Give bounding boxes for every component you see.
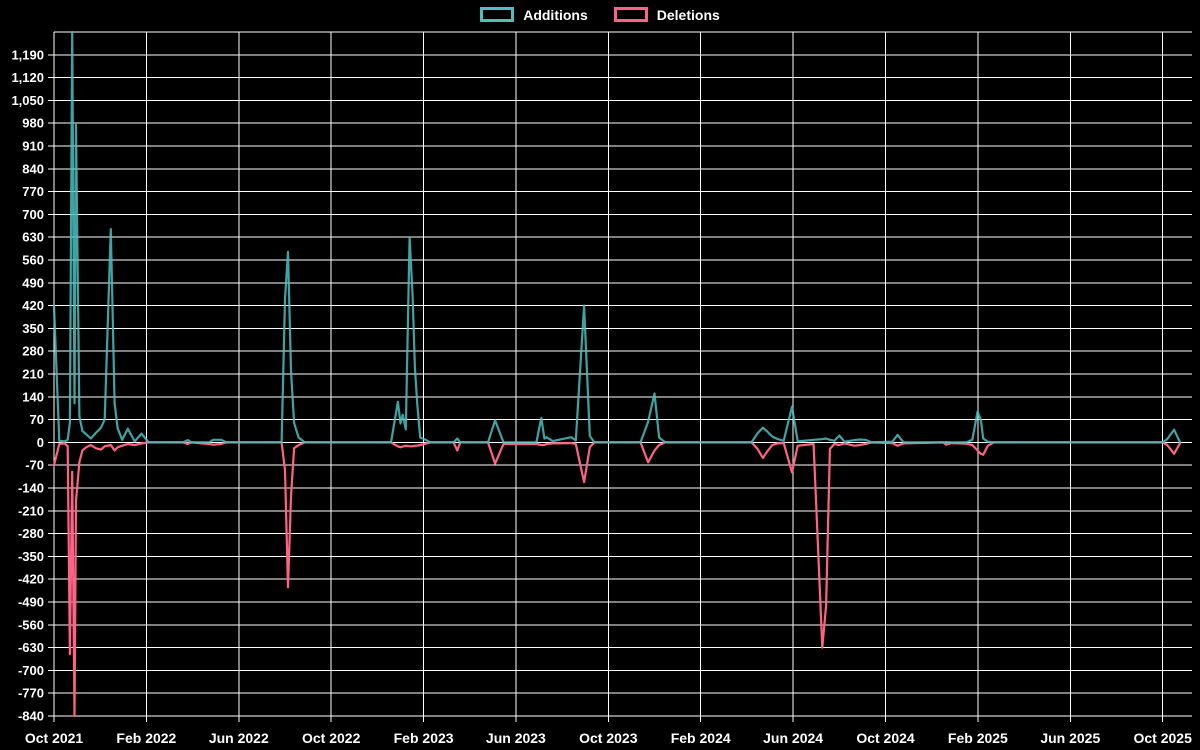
svg-text:-700: -700 [18, 663, 44, 678]
additions-swatch [480, 7, 515, 22]
svg-text:Jun 2024: Jun 2024 [763, 730, 823, 746]
svg-text:-420: -420 [18, 572, 44, 587]
svg-text:Oct 2021: Oct 2021 [25, 730, 84, 746]
svg-text:Feb 2023: Feb 2023 [394, 730, 454, 746]
svg-text:1,050: 1,050 [11, 93, 44, 108]
svg-text:-770: -770 [18, 686, 44, 701]
svg-text:840: 840 [22, 161, 44, 176]
svg-text:420: 420 [22, 298, 44, 313]
svg-text:Feb 2024: Feb 2024 [671, 730, 731, 746]
additions-line [52, 30, 1182, 444]
legend-item-additions[interactable]: Additions [480, 7, 588, 22]
svg-text:910: 910 [22, 139, 44, 154]
deletions-line [52, 441, 1182, 718]
svg-text:-210: -210 [18, 503, 44, 518]
deletions-legend-label: Deletions [656, 6, 720, 23]
svg-text:210: 210 [22, 367, 44, 382]
svg-text:-840: -840 [18, 709, 44, 724]
svg-text:350: 350 [22, 321, 44, 336]
svg-text:Jun 2025: Jun 2025 [1040, 730, 1100, 746]
svg-text:-490: -490 [18, 595, 44, 610]
svg-text:Oct 2022: Oct 2022 [302, 730, 361, 746]
deletions-swatch [613, 7, 648, 22]
grid-lines [48, 31, 1192, 722]
svg-text:Feb 2025: Feb 2025 [948, 730, 1008, 746]
svg-text:-630: -630 [18, 640, 44, 655]
chart-legend: Additions Deletions [0, 7, 1200, 22]
svg-text:1,190: 1,190 [11, 47, 44, 62]
svg-text:Oct 2024: Oct 2024 [856, 730, 915, 746]
svg-text:Feb 2022: Feb 2022 [116, 730, 176, 746]
svg-text:-560: -560 [18, 617, 44, 632]
legend-item-deletions[interactable]: Deletions [613, 6, 720, 23]
x-axis-labels: Oct 2021 Feb 2022 Jun 2022 Oct 2022 Feb 2023… [25, 730, 1192, 746]
svg-text:490: 490 [22, 275, 44, 290]
svg-text:Oct 2025: Oct 2025 [1134, 730, 1193, 746]
svg-text:-280: -280 [18, 526, 44, 541]
svg-text:700: 700 [22, 207, 44, 222]
svg-text:70: 70 [30, 412, 44, 427]
svg-text:560: 560 [22, 253, 44, 268]
y-axis-labels: 1,1901,1201,0509809108407707006305604904… [11, 47, 44, 723]
svg-text:Oct 2023: Oct 2023 [579, 730, 638, 746]
svg-text:-350: -350 [18, 549, 44, 564]
svg-text:630: 630 [22, 230, 44, 245]
svg-text:Jun 2023: Jun 2023 [486, 730, 546, 746]
svg-text:140: 140 [22, 389, 44, 404]
svg-text:1,120: 1,120 [11, 70, 44, 85]
svg-text:Jun 2022: Jun 2022 [209, 730, 269, 746]
additions-legend-label: Additions [523, 6, 588, 23]
svg-text:770: 770 [22, 184, 44, 199]
svg-text:280: 280 [22, 344, 44, 359]
svg-text:-140: -140 [18, 481, 44, 496]
svg-text:0: 0 [37, 435, 44, 450]
svg-text:980: 980 [22, 116, 44, 131]
svg-text:-70: -70 [25, 458, 44, 473]
